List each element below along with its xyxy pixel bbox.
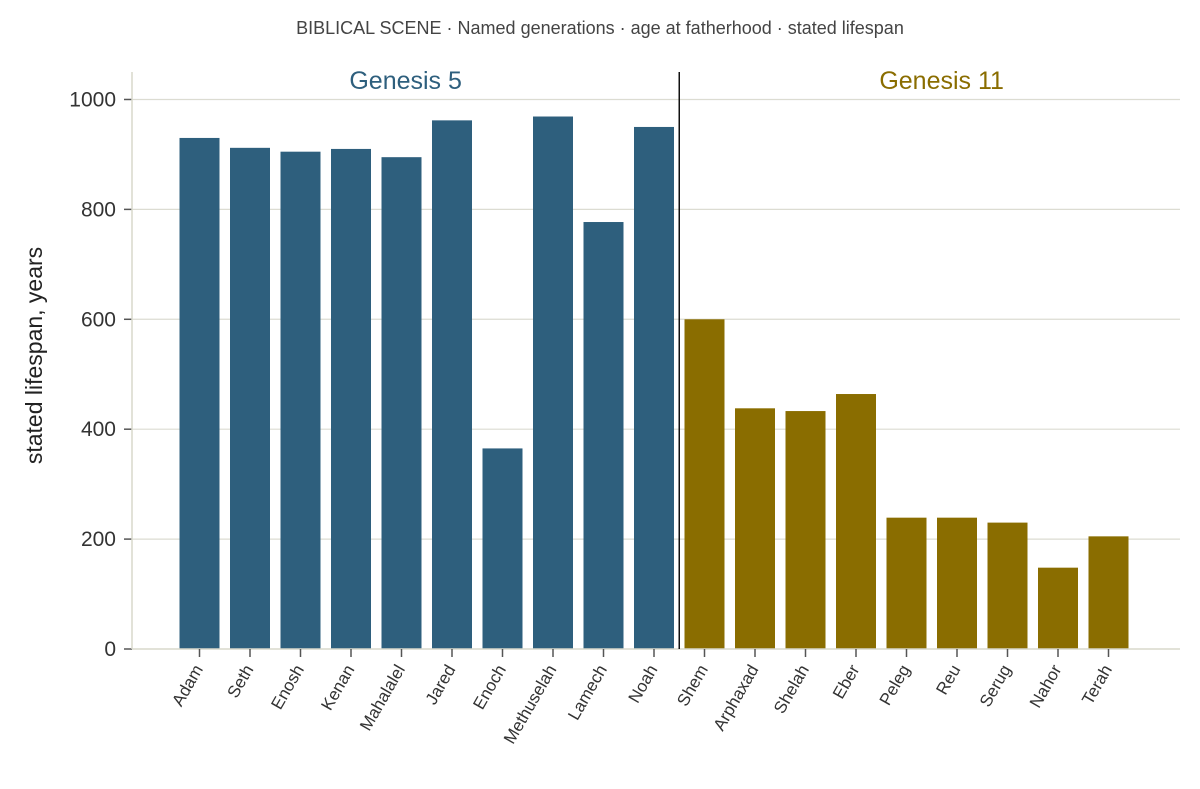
x-tick-label: Terah bbox=[1078, 662, 1116, 708]
bar-noah bbox=[634, 126, 674, 649]
x-tick-label: Seth bbox=[224, 662, 258, 702]
bar-reu bbox=[937, 517, 977, 649]
group-label: Genesis 11 bbox=[879, 67, 1004, 95]
x-tick-label: Adam bbox=[168, 662, 207, 710]
x-tick-label: Eber bbox=[829, 661, 864, 702]
x-tick-label: Lamech bbox=[564, 662, 611, 724]
bar-enosh bbox=[280, 151, 321, 649]
x-tick-label: Methuselah bbox=[500, 662, 560, 748]
bar-arphaxad bbox=[735, 408, 775, 649]
x-tick-label: Noah bbox=[625, 662, 662, 707]
x-tick-label: Arphaxad bbox=[710, 662, 763, 735]
y-tick-label: 600 bbox=[81, 308, 116, 331]
y-axis-label: stated lifespan, years bbox=[21, 247, 47, 464]
x-tick-label: Shelah bbox=[770, 662, 813, 717]
bar-jared bbox=[432, 120, 472, 649]
group-label: Genesis 5 bbox=[349, 67, 462, 95]
bar-peleg bbox=[886, 517, 927, 649]
x-tick-label: Enoch bbox=[469, 662, 510, 713]
y-tick-label: 800 bbox=[81, 198, 116, 221]
y-tick-label: 0 bbox=[104, 638, 116, 661]
x-tick-label: Kenan bbox=[317, 662, 358, 714]
y-tick-label: 200 bbox=[81, 528, 116, 551]
x-tick-label: Shem bbox=[673, 662, 712, 710]
x-tick-label: Reu bbox=[932, 662, 964, 699]
bar-adam bbox=[179, 137, 220, 649]
bar-terah bbox=[1088, 536, 1129, 649]
x-tick-label: Enosh bbox=[267, 662, 308, 713]
chart-title: BIBLICAL SCENE · Named generations · age… bbox=[296, 18, 904, 38]
bar-shelah bbox=[785, 411, 826, 649]
bar-nahor bbox=[1038, 567, 1078, 649]
bar-kenan bbox=[331, 148, 371, 649]
y-tick-label: 400 bbox=[81, 418, 116, 441]
x-tick-label: Jared bbox=[422, 662, 460, 708]
x-tick-label: Nahor bbox=[1026, 661, 1066, 711]
bar-methuselah bbox=[533, 116, 573, 650]
bar-mahalalel bbox=[381, 157, 422, 649]
bar-seth bbox=[230, 147, 270, 649]
bar-lamech bbox=[583, 222, 624, 649]
bar-shem bbox=[684, 319, 725, 649]
bar-serug bbox=[987, 522, 1028, 649]
bar-eber bbox=[836, 394, 876, 649]
bar-enoch bbox=[482, 448, 523, 649]
y-tick-label: 1000 bbox=[69, 88, 116, 111]
x-tick-label: Serug bbox=[976, 662, 1015, 711]
x-tick-label: Mahalalel bbox=[356, 662, 409, 735]
x-tick-label: Peleg bbox=[876, 662, 914, 709]
